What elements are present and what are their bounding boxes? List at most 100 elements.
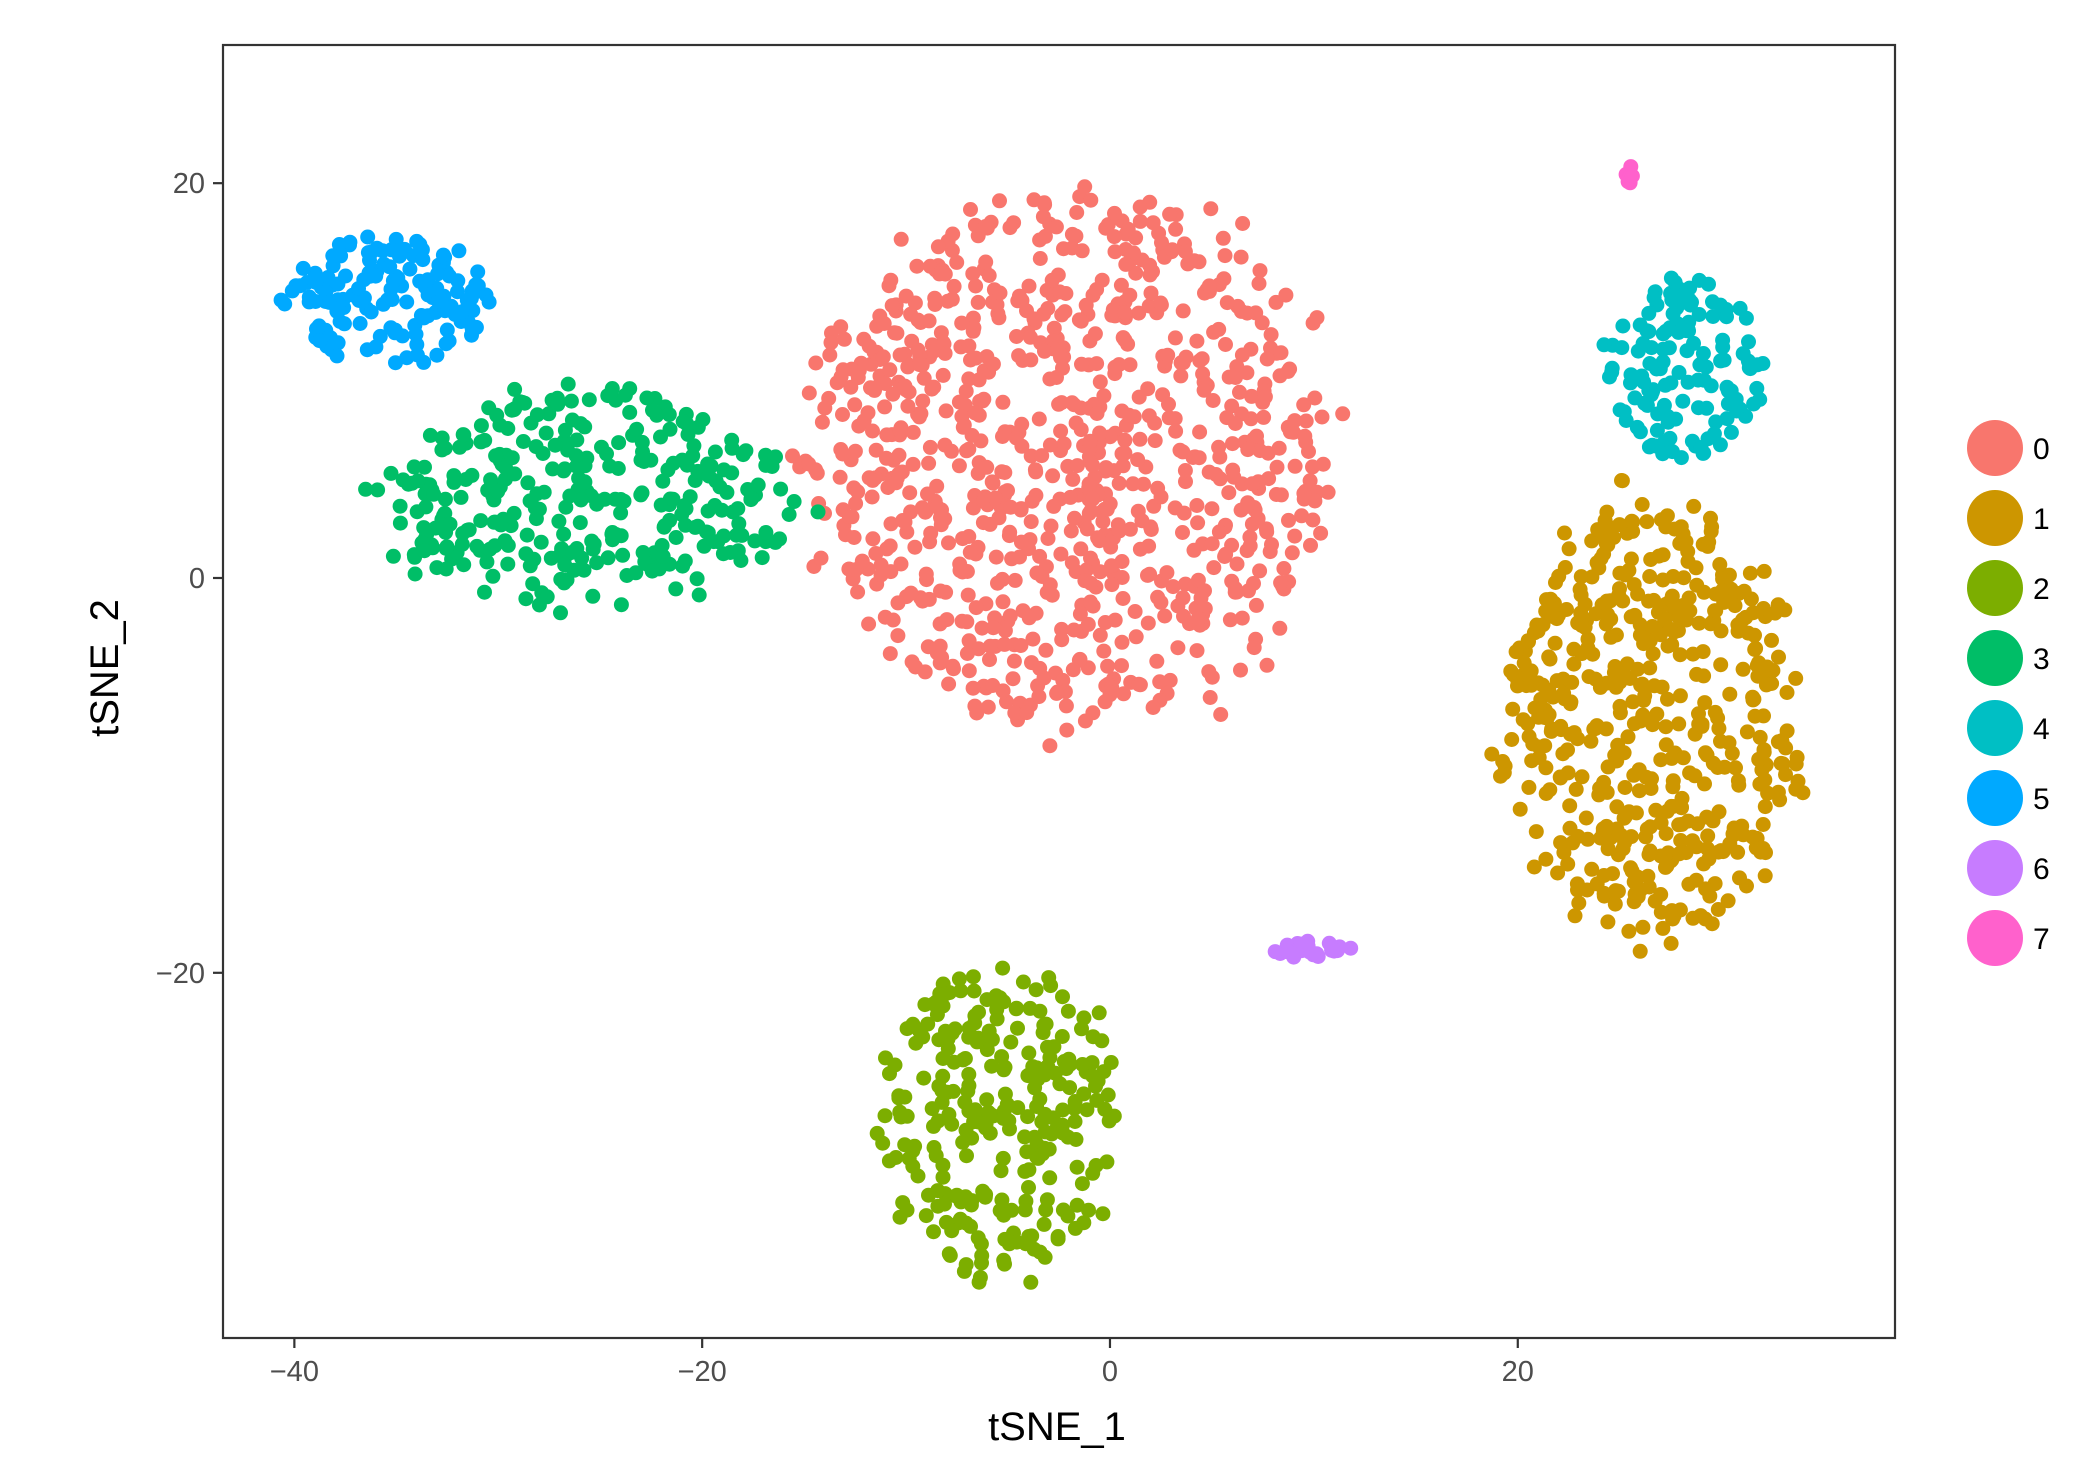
point-cluster-5 [330,276,346,292]
point-cluster-0 [1059,722,1075,738]
point-cluster-0 [1011,288,1027,304]
point-cluster-0 [1027,462,1043,478]
point-cluster-1 [1728,760,1743,776]
point-cluster-0 [1021,610,1037,626]
point-cluster-0 [961,529,977,544]
point-cluster-2 [1019,1144,1035,1160]
point-cluster-1 [1756,742,1772,758]
point-cluster-0 [1105,302,1121,318]
point-cluster-0 [1143,285,1159,301]
point-cluster-5 [390,270,406,286]
point-cluster-3 [638,451,654,467]
point-cluster-1 [1735,661,1751,677]
point-cluster-2 [1060,1003,1076,1019]
point-cluster-3 [758,457,774,473]
point-cluster-1 [1696,668,1712,684]
point-cluster-0 [1162,206,1178,222]
point-cluster-4 [1618,413,1634,428]
point-cluster-2 [966,1114,982,1130]
point-cluster-0 [1229,359,1245,375]
point-cluster-5 [470,264,486,280]
point-cluster-0 [1153,295,1169,311]
point-cluster-0 [915,393,931,409]
legend-label-3: 3 [2033,643,2050,676]
point-cluster-0 [1240,442,1256,458]
point-cluster-0 [1036,670,1052,686]
point-cluster-0 [1276,561,1292,576]
point-cluster-3 [483,472,499,488]
point-cluster-0 [1216,271,1232,287]
point-cluster-3 [518,546,534,562]
point-cluster-0 [1114,403,1130,419]
point-cluster-1 [1653,752,1669,768]
point-cluster-2 [951,971,967,987]
point-cluster-2 [869,1125,885,1141]
point-cluster-0 [860,405,876,421]
point-cluster-1 [1520,633,1536,649]
point-cluster-1 [1654,679,1670,695]
point-cluster-0 [1252,563,1268,579]
point-cluster-1 [1564,674,1580,690]
point-cluster-3 [529,407,545,423]
legend-key-3 [1967,630,2023,686]
point-cluster-5 [388,355,403,371]
point-cluster-0 [1115,591,1131,606]
point-cluster-1 [1590,522,1606,538]
point-cluster-0 [951,458,967,474]
point-cluster-0 [1242,529,1258,545]
point-cluster-1 [1730,773,1746,789]
point-cluster-0 [1053,546,1069,562]
point-cluster-1 [1573,569,1589,585]
point-cluster-4 [1673,450,1689,466]
point-cluster-2 [881,1153,897,1169]
point-cluster-4 [1627,390,1643,406]
point-cluster-5 [383,281,399,297]
point-cluster-0 [1153,489,1169,505]
point-cluster-3 [536,484,552,500]
point-cluster-1 [1653,904,1669,920]
point-cluster-2 [1023,1274,1039,1290]
point-cluster-0 [985,356,1001,372]
point-cluster-4 [1643,387,1659,403]
point-cluster-0 [856,331,872,347]
point-cluster-2 [1069,1159,1085,1175]
point-cluster-3 [613,597,629,613]
point-cluster-3 [725,504,741,520]
point-cluster-3 [585,588,601,604]
point-cluster-1 [1710,902,1726,917]
point-cluster-3 [525,576,541,592]
plot-panel-border [221,43,1897,1340]
legend-key-2 [1967,560,2023,616]
point-cluster-1 [1639,514,1655,530]
point-cluster-5 [387,325,403,341]
point-cluster-1 [1584,569,1600,585]
point-cluster-0 [1273,575,1289,591]
point-cluster-0 [1107,612,1123,628]
point-cluster-0 [1096,388,1112,404]
legend-key-1 [1967,490,2023,546]
point-cluster-1 [1562,798,1578,814]
point-cluster-0 [958,383,974,399]
point-cluster-2 [877,1108,893,1124]
point-cluster-4 [1646,290,1662,306]
point-cluster-0 [1026,311,1042,327]
point-cluster-2 [1045,1110,1061,1126]
point-cluster-4 [1649,422,1665,438]
point-cluster-3 [701,468,717,484]
point-cluster-2 [1021,1045,1037,1061]
point-cluster-5 [450,284,465,300]
point-cluster-0 [1212,471,1228,487]
point-cluster-3 [456,557,472,573]
point-cluster-0 [910,312,926,328]
point-cluster-0 [1268,487,1284,502]
point-cluster-0 [890,628,906,644]
point-cluster-0 [927,290,943,306]
point-cluster-1 [1566,641,1582,657]
point-cluster-0 [1147,415,1163,431]
point-cluster-0 [1116,686,1132,702]
point-cluster-5 [464,289,480,304]
point-cluster-0 [1145,700,1161,715]
point-cluster-2 [969,1034,985,1050]
point-cluster-0 [938,403,954,419]
point-cluster-1 [1645,646,1661,662]
